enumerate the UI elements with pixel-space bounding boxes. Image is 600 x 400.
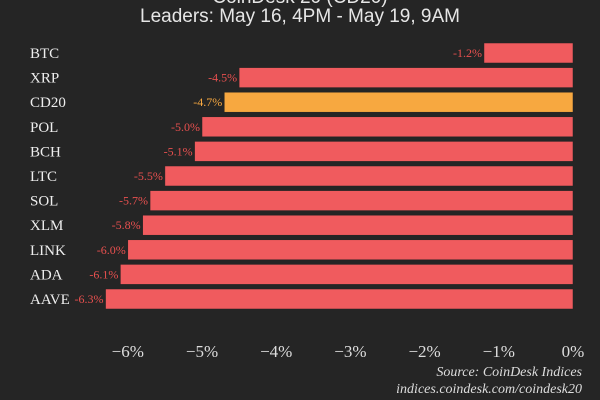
x-tick-label: −3%	[334, 342, 366, 361]
data-label: -4.7%	[193, 95, 222, 109]
category-label: XRP	[30, 71, 59, 87]
bar-btc	[483, 42, 574, 64]
data-label: -4.5%	[208, 71, 237, 85]
data-label: -5.7%	[119, 194, 148, 208]
data-label: -5.1%	[164, 144, 193, 158]
category-label: AAVE	[30, 292, 70, 308]
category-label: LTC	[30, 169, 57, 185]
data-label: -6.0%	[97, 243, 126, 257]
bar-link	[127, 239, 574, 261]
category-label: BCH	[30, 144, 61, 160]
source-url: indices.coindesk.com/coindesk20	[396, 382, 582, 397]
data-label: -5.5%	[134, 169, 163, 183]
source-text: Source: CoinDesk Indices	[436, 365, 582, 380]
bar-sol	[149, 190, 574, 211]
x-tick-label: −1%	[483, 342, 515, 361]
bar-ada	[120, 264, 574, 285]
bar-aave	[105, 288, 574, 310]
category-label: XLM	[30, 218, 63, 234]
bar-ltc	[164, 165, 574, 187]
x-tick-label: −2%	[408, 342, 440, 361]
bar-xrp	[238, 67, 574, 88]
chart-title: CoinDesk 20 (CD20)	[0, 0, 600, 9]
chart-subtitle: Leaders: May 16, 4PM - May 19, 9AM	[140, 6, 460, 27]
category-label: ADA	[30, 267, 63, 283]
data-label: -6.3%	[75, 292, 104, 306]
x-tick-label: −5%	[186, 342, 218, 361]
bar-cd20	[224, 91, 574, 113]
data-label: -1.2%	[453, 46, 482, 60]
x-tick-label: −4%	[260, 342, 292, 361]
category-label: CD20	[30, 95, 66, 111]
category-label: BTC	[30, 46, 59, 62]
bar-xlm	[142, 214, 574, 236]
data-label: -5.0%	[171, 120, 200, 134]
bar-bch	[194, 141, 574, 162]
category-label: POL	[30, 120, 58, 136]
category-label: SOL	[30, 194, 58, 210]
category-label: LINK	[30, 243, 66, 259]
x-tick-label: −6%	[112, 342, 144, 361]
data-label: -6.1%	[89, 267, 118, 281]
x-tick-label: 0%	[562, 342, 585, 361]
bar-pol	[201, 116, 574, 138]
data-label: -5.8%	[112, 218, 141, 232]
